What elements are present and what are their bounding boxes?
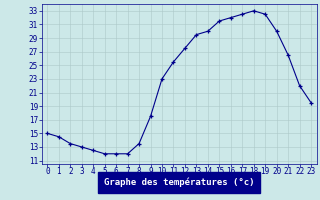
X-axis label: Graphe des températures (°c): Graphe des températures (°c)	[104, 178, 254, 187]
